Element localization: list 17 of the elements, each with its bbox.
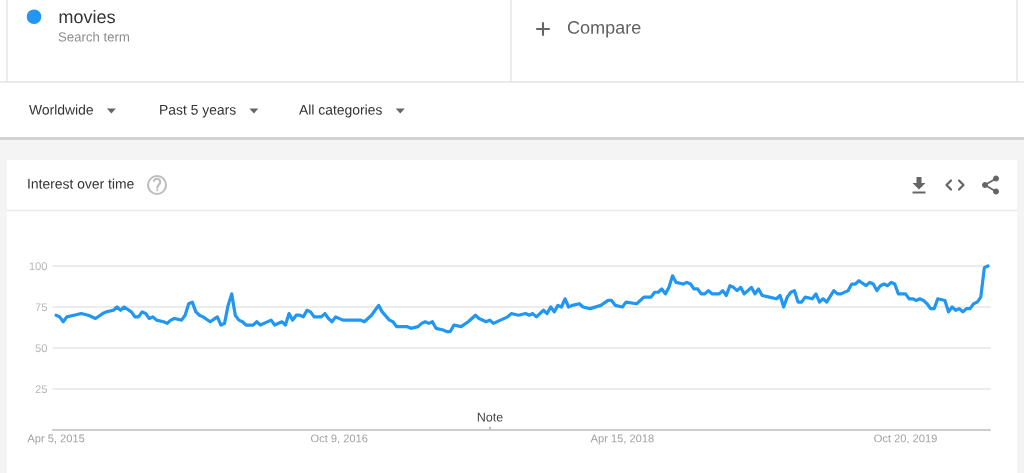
x-tick-label: Apr 5, 2015 <box>27 434 85 445</box>
x-tick-label: Apr 15, 2018 <box>590 434 654 445</box>
x-tick-label: Oct 20, 2019 <box>874 434 937 444</box>
x-tick-label: Oct 9, 2016 <box>311 434 368 444</box>
text: Past 5 years <box>160 105 236 118</box>
text: All categories <box>299 104 382 118</box>
text: Worldwide <box>29 104 93 115</box>
text: Search term <box>58 31 129 42</box>
y-tick-label: 75 <box>35 303 47 312</box>
y-tick-label: 100 <box>29 262 48 271</box>
line-series <box>54 264 990 334</box>
y-tick-label: 50 <box>35 344 48 353</box>
legend-label: movies <box>59 10 115 24</box>
annotation: Note <box>477 412 503 422</box>
text: Compare <box>567 21 641 38</box>
chart-title: Interest over time <box>28 178 134 189</box>
y-tick-label: 25 <box>35 385 47 394</box>
